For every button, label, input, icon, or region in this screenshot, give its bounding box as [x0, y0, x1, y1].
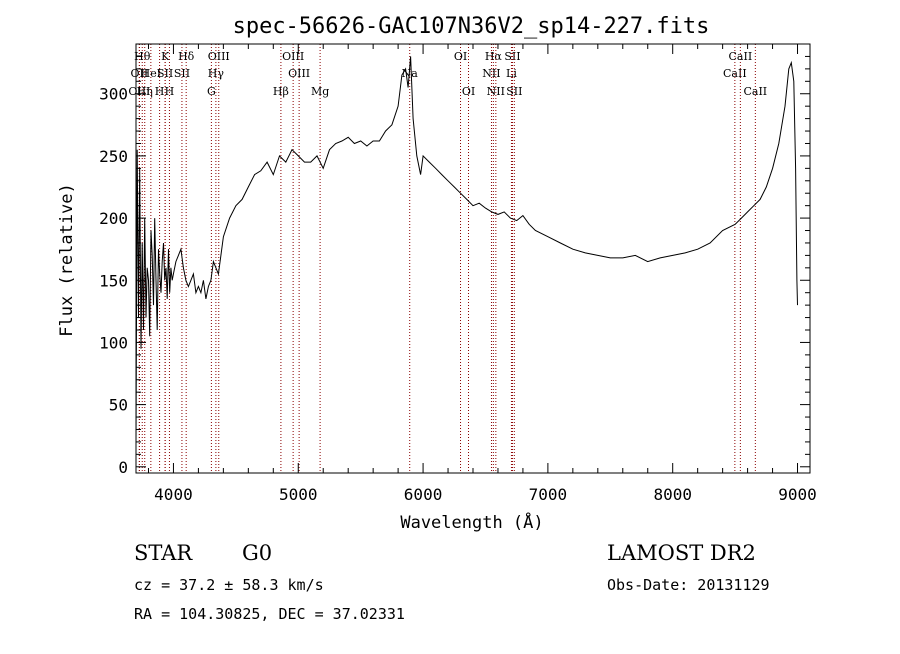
- x-tick-label: 8000: [653, 485, 692, 504]
- marker-label: CaII: [729, 50, 753, 63]
- y-tick-label: 150: [99, 271, 128, 290]
- marker-label: SII: [157, 67, 173, 80]
- spectrum-line: [135, 56, 798, 442]
- marker-label: OI: [462, 85, 475, 98]
- marker-label: Hθ: [134, 50, 151, 63]
- marker-label: H: [165, 85, 175, 98]
- survey-name: LAMOST DR2: [607, 541, 756, 565]
- marker-label: NII: [482, 67, 500, 80]
- marker-label: OIII: [128, 85, 150, 98]
- y-tick-label: 250: [99, 147, 128, 166]
- marker-label: OIII: [288, 67, 310, 80]
- x-tick-label: 5000: [279, 485, 318, 504]
- y-tick-label: 200: [99, 209, 128, 228]
- marker-label: OIII: [282, 50, 304, 63]
- y-tick-label: 0: [118, 458, 128, 477]
- marker-label: Li: [506, 67, 517, 80]
- marker-label: H: [155, 85, 165, 98]
- marker-label: Mg: [311, 85, 329, 98]
- x-tick-label: 9000: [778, 485, 817, 504]
- marker-label: CaII: [723, 67, 747, 80]
- marker-label: NII: [487, 85, 505, 98]
- y-axis-label: Flux (relative): [57, 183, 77, 337]
- marker-label: G: [207, 85, 216, 98]
- marker-label: SII: [174, 67, 190, 80]
- marker-label: Hβ: [273, 85, 289, 98]
- marker-label: Hγ: [208, 67, 225, 80]
- x-axis-ticks: 4000 5000 6000 7000 8000 9000: [147, 44, 817, 504]
- marker-label: Hδ: [178, 50, 195, 63]
- y-tick-label: 50: [109, 396, 128, 415]
- marker-label: K: [161, 50, 170, 63]
- x-tick-label: 6000: [404, 485, 443, 504]
- chart-title: spec-56626-GAC107N36V2_sp14-227.fits: [233, 14, 710, 39]
- marker-label: HeI: [141, 67, 161, 80]
- y-axis-ticks: 0 50 100 150 200 250 300: [99, 43, 810, 477]
- marker-label: Hα: [485, 50, 503, 63]
- marker-label: CaII: [743, 85, 767, 98]
- redshift-velocity: cz = 37.2 ± 58.3 km/s: [134, 576, 324, 594]
- marker-label: Hη: [137, 85, 153, 98]
- object-subclass: G0: [242, 541, 272, 565]
- observation-date: Obs-Date: 20131129: [607, 576, 770, 594]
- y-tick-label: 300: [99, 85, 128, 104]
- ra-dec-coordinates: RA = 104.30825, DEC = 37.02331: [134, 605, 405, 623]
- marker-label: SII: [506, 85, 522, 98]
- marker-label: OIII: [208, 50, 230, 63]
- emission-line-markers: HθOIIOIIIHηHeIHKSIIHHδSIIHγOIIIGHβOIIIOI…: [128, 44, 767, 473]
- x-tick-label: 4000: [154, 485, 193, 504]
- plot-frame: [135, 43, 811, 474]
- object-class: STAR: [134, 541, 193, 565]
- marker-label: SII: [504, 50, 520, 63]
- x-tick-label: 7000: [529, 485, 568, 504]
- x-axis-label: Wavelength (Å): [400, 511, 543, 533]
- marker-label: OI: [454, 50, 467, 63]
- marker-label: OII: [131, 67, 149, 80]
- y-tick-label: 100: [99, 333, 128, 352]
